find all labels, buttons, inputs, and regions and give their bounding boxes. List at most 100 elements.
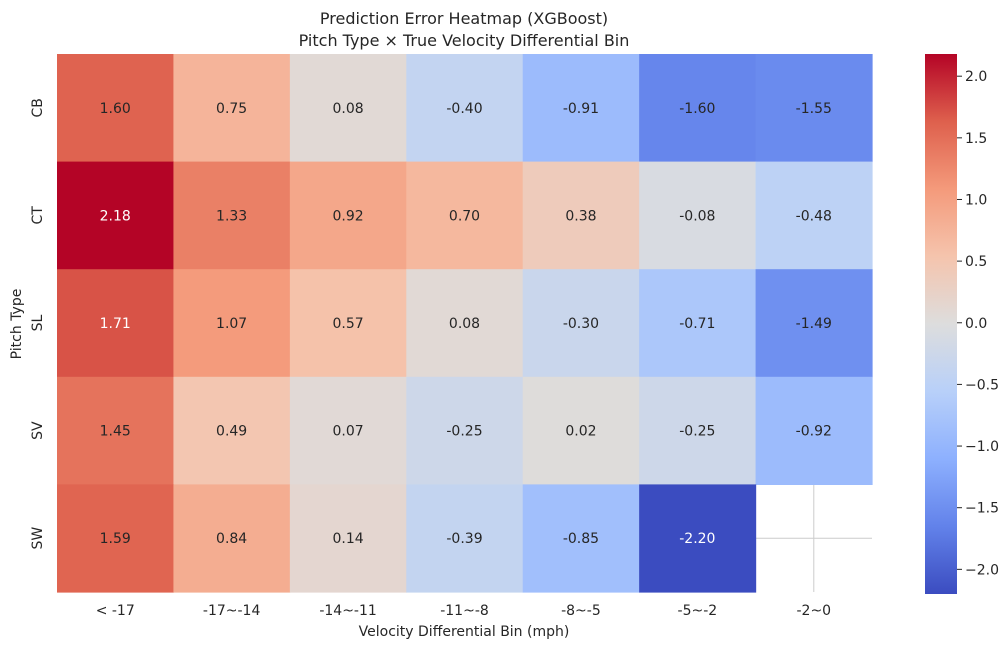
colorbar-tick-labels: 2.0 1.5 1.0 0.5 0.0 −0.5 −1.0 −1.5 −2.0 [957,69,999,578]
cell-value-label: 0.08 [449,316,480,332]
y-axis-label: Pitch Type [9,289,25,360]
x-tick-label: -8~-5 [561,603,601,619]
x-tick-label: < -17 [96,603,135,619]
heatmap-cell [57,161,175,270]
heatmap-cell [173,269,291,378]
cell-value-label: -0.39 [446,531,482,547]
heatmap-cell [289,161,407,270]
heatmap-cells [57,54,873,593]
cell-value-label: -0.25 [446,424,482,440]
heatmap-cell [639,484,757,593]
heatmap-cell [639,376,757,485]
cell-value-label: 0.14 [332,531,363,547]
cell-value-label: -0.85 [563,531,599,547]
colorbar-tick-label: 0.5 [965,254,987,270]
heatmap-cell [57,376,175,485]
heatmap-cell [639,54,757,163]
cell-value-label: 0.02 [565,424,596,440]
cell-value-label: 0.70 [449,208,480,224]
heatmap-cell [173,54,291,163]
heatmap-cell [639,161,757,270]
heatmap-cell [173,376,291,485]
cell-value-label: 0.92 [332,208,363,224]
y-tick-label: CT [30,206,46,225]
cell-value-label: 0.07 [332,424,363,440]
cell-value-labels: 1.60 0.75 0.08 -0.40 -0.91 -1.60 -1.55 2.18 1.33… [100,101,832,547]
cell-value-label: 0.57 [332,316,363,332]
y-axis-tick-labels: CB CT SL SV SW [30,98,46,549]
heatmap-cell [522,54,640,163]
heatmap-cell [57,54,175,163]
chart-title: Prediction Error Heatmap (XGBoost) [320,9,608,28]
heatmap-cell [173,161,291,270]
colorbar-tick-label: −0.5 [965,377,999,393]
cell-value-label: 0.38 [565,208,596,224]
y-tick-label: CB [30,98,46,117]
heatmap-cell [755,376,873,485]
heatmap-cell [406,376,524,485]
cell-value-label: -0.25 [679,424,715,440]
heatmap-cell [289,269,407,378]
y-tick-label: SL [30,314,46,331]
colorbar-tick-label: −2.0 [965,562,999,578]
x-tick-label: -14~-11 [319,603,376,619]
colorbar-tick-label: −1.0 [965,439,999,455]
cell-value-label: 0.08 [332,101,363,117]
colorbar-tick-label: 1.0 [965,192,987,208]
heatmap-cell [406,161,524,270]
cell-value-label: -1.60 [679,101,715,117]
heatmap-cell [755,54,873,163]
cell-value-label: 1.60 [100,101,131,117]
cell-value-label: -0.48 [796,208,832,224]
colorbar-tick-label: 0.0 [965,316,987,332]
cell-value-label: 1.33 [216,208,247,224]
colorbar-tick-label: −1.5 [965,501,999,517]
cell-value-label: -0.91 [563,101,599,117]
x-tick-label: -5~-2 [678,603,718,619]
x-tick-label: -17~-14 [203,603,261,619]
cell-value-label: 1.59 [100,531,131,547]
x-tick-label: -2~0 [796,603,831,619]
cell-value-label: 1.45 [100,424,131,440]
heatmap-cell [289,484,407,593]
heatmap-cell [289,376,407,485]
cell-value-label: 0.84 [216,531,247,547]
colorbar [925,54,957,594]
cell-value-label: -0.92 [796,424,832,440]
heatmap-cell [406,484,524,593]
chart-subtitle: Pitch Type × True Velocity Differential … [299,31,630,50]
colorbar-tick-label: 1.5 [965,131,987,147]
cell-value-label: -1.49 [796,316,832,332]
cell-value-label: 2.18 [100,208,131,224]
heatmap-cell [522,161,640,270]
heatmap-cell [406,269,524,378]
cell-value-label: -1.55 [796,101,832,117]
y-tick-label: SV [30,421,46,440]
x-tick-label: -11~-8 [440,603,489,619]
heatmap-cell [406,54,524,163]
cell-value-label: -0.40 [446,101,482,117]
x-axis-tick-labels: < -17 -17~-14 -14~-11 -11~-8 -8~-5 -5~-2 -2~0 [96,603,831,619]
heatmap-cell [57,269,175,378]
heatmap-cell [289,54,407,163]
cell-value-label: -0.71 [679,316,715,332]
cell-value-label: 0.75 [216,101,247,117]
y-tick-label: SW [30,527,46,550]
cell-value-label: 0.49 [216,424,247,440]
colorbar-tick-label: 2.0 [965,69,987,85]
heatmap-cell [522,484,640,593]
cell-value-label: -2.20 [679,531,715,547]
heatmap-cell [522,376,640,485]
cell-value-label: -0.08 [679,208,715,224]
heatmap-cell [755,269,873,378]
heatmap-cell [57,484,175,593]
heatmap-cell [522,269,640,378]
x-axis-label: Velocity Differential Bin (mph) [359,624,570,640]
heatmap-cell [639,269,757,378]
cell-value-label: -0.30 [563,316,599,332]
cell-value-label: 1.71 [100,316,131,332]
heatmap-cell [755,161,873,270]
heatmap-cell [173,484,291,593]
cell-value-label: 1.07 [216,316,247,332]
